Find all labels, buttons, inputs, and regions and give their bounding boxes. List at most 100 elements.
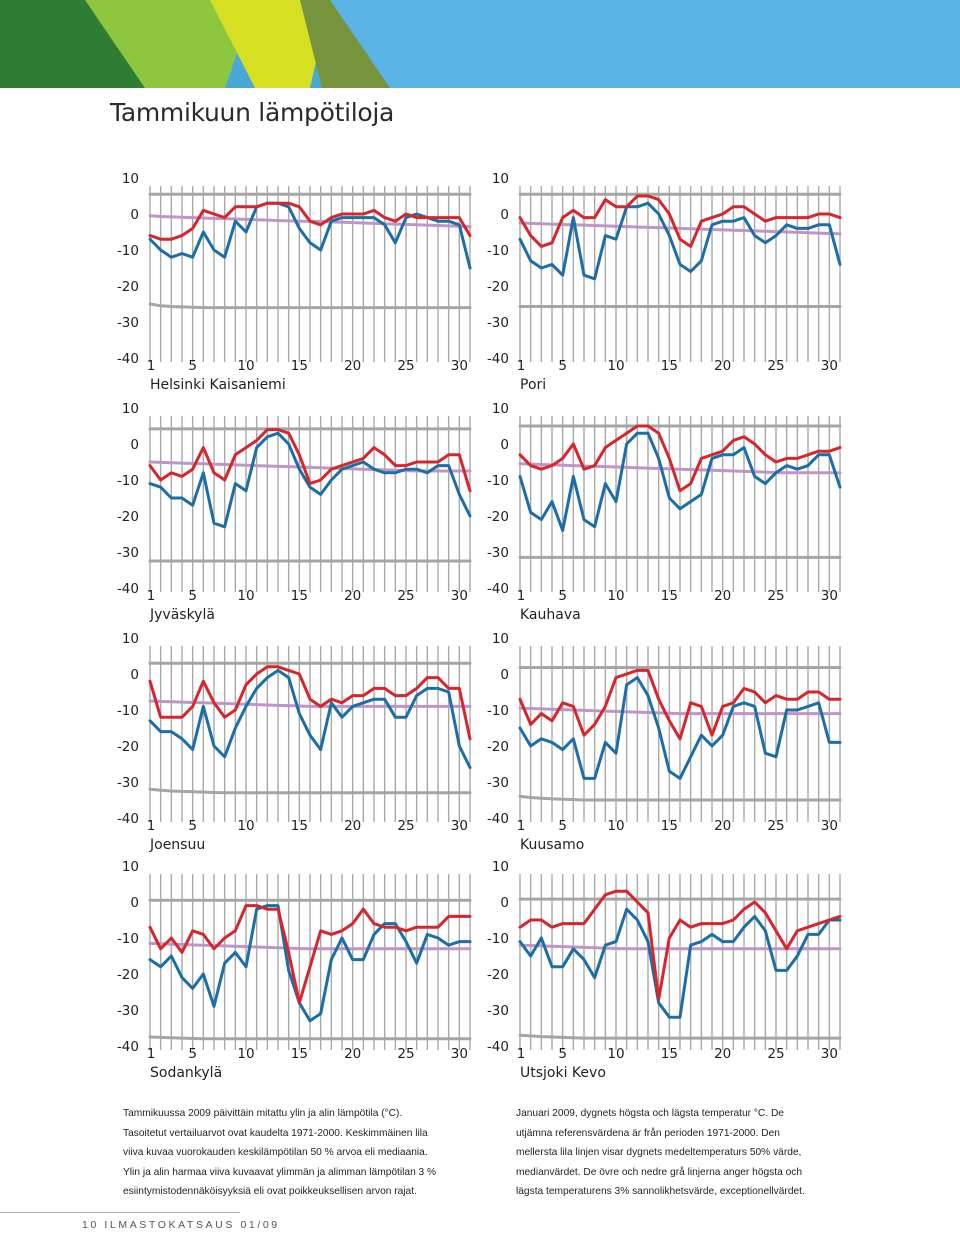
series-min-line [148,904,472,1023]
x-tick-label: 20 [714,818,731,834]
x-tick-label: 15 [291,588,308,604]
x-tick-label: 1 [517,818,526,834]
page-title: Tammikuun lämpötiloja [110,98,395,127]
caption-sv-line: medianvärdet. De övre och nedre grå linj… [516,1166,802,1178]
x-tick-label: 25 [397,358,414,374]
station-label: Joensuu [149,837,205,853]
series-max-line [148,904,472,1005]
x-tick-label: 15 [661,358,678,374]
y-tick-label: -10 [487,703,509,719]
x-axis: 1 5 10 15 20 25 30 [147,818,468,834]
y-tick-label: -10 [487,243,509,259]
y-tick-label: -40 [487,811,509,827]
y-tick-label: 10 [492,859,509,875]
x-tick-label: 30 [451,1046,468,1062]
y-tick-label: -20 [487,279,509,295]
station-label: Utsjoki Kevo [520,1065,606,1081]
x-tick-label: 25 [767,358,784,374]
station-label: Jyväskylä [149,607,215,623]
series-max-line [148,428,472,493]
y-tick-label: -20 [117,509,139,525]
x-tick-label: 10 [237,588,254,604]
x-tick-label: 15 [661,1046,678,1062]
x-tick-label: 30 [821,818,838,834]
series-median-line [148,941,472,951]
y-tick-label: 0 [500,667,509,683]
x-axis: 1 5 10 15 20 25 30 [147,1046,468,1062]
x-tick-label: 10 [237,1046,254,1062]
x-tick-label: 20 [344,358,361,374]
y-tick-label: -40 [117,581,139,597]
x-tick-label: 1 [517,588,526,604]
x-tick-label: 5 [558,1046,567,1062]
x-tick-label: 20 [344,588,361,604]
y-tick-label: -10 [487,473,509,489]
x-tick-label: 10 [237,818,254,834]
y-tick-label: 0 [500,207,509,223]
y-tick-label: -30 [487,775,509,791]
y-axis: 10 0 -10 -20 -30 -40 [487,171,509,367]
y-tick-label: 0 [500,895,509,911]
x-axis: 1 5 10 15 20 25 30 [517,1046,838,1062]
x-tick-label: 5 [188,588,197,604]
y-tick-label: -30 [487,1003,509,1019]
caption-sv-line: utjämna referensvärdena är från perioden… [516,1127,780,1139]
y-tick-label: -20 [117,739,139,755]
y-tick-label: 0 [130,667,139,683]
y-tick-label: -40 [487,1039,509,1055]
caption-sv-line: lägsta temperaturens 3% sannolikhetsvärd… [516,1186,805,1197]
series-max-line [518,194,842,248]
y-tick-label: 0 [500,437,509,453]
x-tick-label: 10 [237,358,254,374]
caption-fi-line: Tammikuussa 2009 päivittäin mitattu ylin… [123,1108,403,1119]
y-tick-label: -30 [117,315,139,331]
x-tick-label: 25 [767,1046,784,1062]
series-lower-line [518,1033,842,1040]
y-tick-label: -40 [117,351,139,367]
banner-shape-lime [85,0,255,88]
x-tick-label: 5 [188,818,197,834]
x-tick-label: 30 [451,588,468,604]
y-tick-label: -10 [117,473,139,489]
y-tick-label: 10 [122,401,139,417]
x-tick-label: 1 [147,588,156,604]
x-tick-label: 10 [607,358,624,374]
series-lower-line [148,302,472,310]
x-tick-label: 5 [188,358,197,374]
x-tick-label: 20 [714,588,731,604]
y-tick-label: -30 [117,545,139,561]
x-tick-label: 20 [344,818,361,834]
y-tick-label: -20 [117,967,139,983]
station-label: Sodankylä [150,1065,222,1081]
x-tick-label: 1 [147,818,156,834]
x-tick-label: 25 [397,1046,414,1062]
x-tick-label: 20 [714,1046,731,1062]
y-tick-label: -20 [487,739,509,755]
x-tick-label: 15 [291,1046,308,1062]
banner-shape-olive [300,0,390,88]
series-median-line [518,462,842,475]
y-tick-label: -20 [487,967,509,983]
x-tick-label: 20 [344,1046,361,1062]
header-banner [0,0,960,88]
y-tick-label: -40 [487,351,509,367]
y-axis: 10 0 -10 -20 -30 -40 [117,401,139,597]
x-tick-label: 10 [607,818,624,834]
caption-fi-line: viiva kuvaa vuorokauden keskilämpötilan … [123,1147,428,1158]
y-tick-label: -20 [117,279,139,295]
x-tick-label: 15 [291,818,308,834]
x-tick-label: 10 [607,588,624,604]
y-tick-label: -40 [117,1039,139,1055]
series-min-line [518,201,842,281]
caption-fi-line: Ylin ja alin harmaa viiva kuvaavat ylimm… [123,1166,437,1178]
x-tick-label: 30 [821,358,838,374]
x-tick-label: 1 [147,1046,156,1062]
series-median-line [148,460,472,473]
banner-shape-yellow [210,0,330,88]
